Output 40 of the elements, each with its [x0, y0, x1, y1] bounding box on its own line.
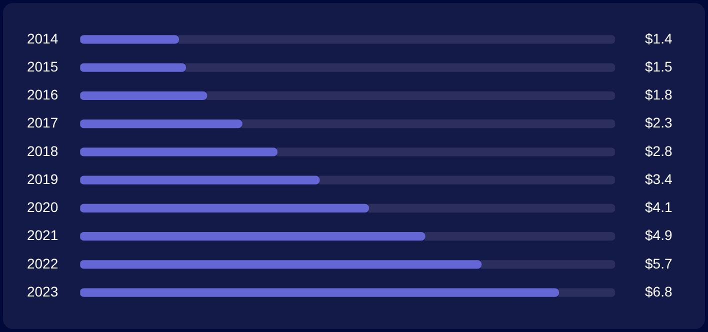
- data-label: $6.8: [645, 283, 672, 300]
- bar: [558, 288, 615, 297]
- bar: [80, 260, 482, 269]
- data-label: $2.8: [645, 142, 672, 159]
- bar: [424, 232, 615, 241]
- y-tick-label: 2023: [26, 283, 58, 300]
- y-tick-label: 2015: [26, 58, 58, 74]
- y-tick-label: 2018: [26, 142, 58, 159]
- bar: [80, 288, 560, 297]
- y-tick-label: 2017: [26, 114, 58, 131]
- data-label: $1.8: [645, 86, 672, 103]
- data-label: $2.3: [645, 114, 672, 131]
- bar: [206, 91, 615, 100]
- bar: [80, 148, 278, 156]
- bar: [80, 91, 208, 100]
- y-tick-label: 2014: [26, 30, 58, 46]
- bar: [242, 119, 615, 128]
- data-label: $4.9: [645, 227, 672, 244]
- y-tick-label: 2020: [26, 199, 58, 216]
- bar: [185, 63, 615, 72]
- data-label: $4.1: [645, 199, 672, 216]
- bar: [368, 204, 615, 213]
- data-label: $1.4: [645, 30, 672, 46]
- data-label: $5.7: [645, 255, 672, 272]
- y-tick-label: 2016: [26, 86, 58, 103]
- bar: [80, 63, 186, 72]
- bar: [80, 119, 242, 128]
- y-tick-label: 2022: [26, 255, 58, 272]
- bar: [178, 35, 615, 44]
- bar: [276, 148, 615, 156]
- data-label: $3.4: [645, 170, 672, 187]
- bar: [319, 176, 615, 184]
- bar: [480, 260, 615, 269]
- y-tick-label: 2019: [26, 170, 58, 187]
- bar: [80, 232, 426, 241]
- bar: [80, 204, 370, 213]
- bar: [80, 35, 179, 44]
- bar: [80, 176, 320, 184]
- y-tick-label: 2021: [26, 227, 58, 244]
- data-label: $1.5: [645, 58, 672, 74]
